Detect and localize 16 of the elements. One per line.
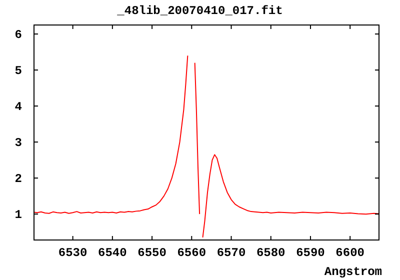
y-tick-label: 1 xyxy=(14,208,22,222)
x-axis-title: Angstrom xyxy=(324,265,382,279)
chart-title: _48lib_20070410_017.fit xyxy=(116,4,283,18)
x-tick-label: 6570 xyxy=(216,246,246,260)
x-tick-label: 6600 xyxy=(336,246,364,260)
x-tick-label: 6550 xyxy=(138,246,166,260)
x-tick-label: 6580 xyxy=(256,246,286,260)
y-tick-label: 3 xyxy=(14,136,22,150)
x-tick-label: 6590 xyxy=(296,246,325,260)
y-tick-label: 2 xyxy=(14,172,22,186)
x-tick-label: 6530 xyxy=(58,246,88,260)
x-tick-label: 6540 xyxy=(98,246,127,260)
x-tick-label: 6560 xyxy=(177,246,206,260)
y-tick-label: 4 xyxy=(14,100,22,114)
y-tick-label: 6 xyxy=(14,28,22,42)
y-tick-label: 5 xyxy=(14,64,22,78)
